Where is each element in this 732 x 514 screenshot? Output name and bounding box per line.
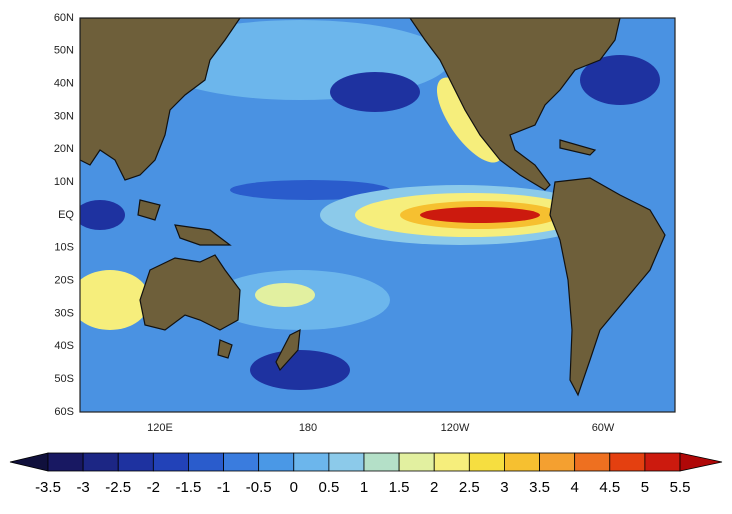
- colorbar-tick-label: -2.5: [105, 479, 131, 496]
- lon-label: 120E: [147, 422, 173, 434]
- colorbar-segment: [609, 452, 646, 472]
- lat-labels: 60N 50N 40N 30N 20N 10N EQ 10S 20S 30S 40S 50S 60S: [54, 12, 75, 418]
- colorbar-tick-label: 2: [430, 479, 438, 496]
- colorbar-segment: [223, 452, 260, 472]
- colorbar-tick-label: 3: [500, 479, 508, 496]
- lat-label: 60N: [54, 12, 74, 24]
- lon-label: 120W: [441, 422, 470, 434]
- colorbar: -3.5 -3 -2.5 -2 -1.5 -1 -0.5 0 0.5 1 1.5 2 2.5 3 3.5 4 4…: [9, 452, 723, 496]
- colorbar-tick-label: 0.5: [318, 479, 339, 496]
- colorbar-segment: [539, 452, 576, 472]
- colorbar-tick-label: 2.5: [459, 479, 480, 496]
- lat-label: 30S: [54, 307, 74, 319]
- lat-label: 20N: [54, 143, 74, 155]
- map: [80, 18, 675, 412]
- lat-label: 30N: [54, 110, 74, 122]
- colorbar-tick-label: -3: [76, 479, 89, 496]
- colorbar-segment: [574, 452, 611, 472]
- colorbar-segment: [363, 452, 400, 472]
- colorbar-tick-label: -2: [147, 479, 160, 496]
- colorbar-segment: [504, 452, 540, 472]
- colorbar-segment: [258, 452, 295, 472]
- land: [80, 18, 666, 397]
- colorbar-segment: [468, 452, 505, 472]
- colorbar-segment: [293, 452, 330, 472]
- lat-label: 40N: [54, 78, 74, 90]
- colorbar-end: [679, 452, 723, 472]
- colorbar-segment: [398, 452, 435, 472]
- lat-label: 10N: [54, 176, 74, 188]
- lat-label: 50N: [54, 45, 74, 57]
- lat-label: 50S: [54, 373, 74, 385]
- colorbar-segment: [188, 452, 224, 472]
- lat-label: 60S: [54, 406, 74, 418]
- colorbar-tick-label: 4.5: [599, 479, 620, 496]
- lat-label: 20S: [54, 275, 74, 287]
- colorbar-tick-label: -1: [217, 479, 230, 496]
- lat-label: 40S: [54, 340, 74, 352]
- colorbar-tick-label: 4: [570, 479, 578, 496]
- lon-labels: 120E 180 120W 60W: [147, 422, 615, 434]
- lat-label: EQ: [58, 209, 74, 221]
- colorbar-tick-label: -0.5: [246, 479, 272, 496]
- colorbar-tick-label: 5.5: [670, 479, 691, 496]
- colorbar-segment: [644, 452, 681, 472]
- colorbar-tick-label: -3.5: [35, 479, 61, 496]
- colorbar-tick-label: -1.5: [176, 479, 202, 496]
- colorbar-tick-label: 3.5: [529, 479, 550, 496]
- colorbar-segment: [47, 452, 84, 472]
- colorbar-segment: [328, 452, 365, 472]
- colorbar-segment: [433, 452, 470, 472]
- colorbar-tick-label: 5: [641, 479, 649, 496]
- anomaly-patches: [80, 20, 660, 390]
- colorbar-tick-label: 0: [290, 479, 298, 496]
- colorbar-tick-label: 1.5: [389, 479, 410, 496]
- colorbar-segment: [117, 452, 154, 472]
- colorbar-tick-label: 1: [360, 479, 368, 496]
- colorbar-segment: [82, 452, 119, 472]
- lon-label: 60W: [592, 422, 615, 434]
- lon-label: 180: [299, 422, 317, 434]
- map-frame: [79, 17, 676, 413]
- lat-label: 10S: [54, 242, 74, 254]
- colorbar-segment: [152, 452, 189, 472]
- colorbar-end: [9, 452, 49, 472]
